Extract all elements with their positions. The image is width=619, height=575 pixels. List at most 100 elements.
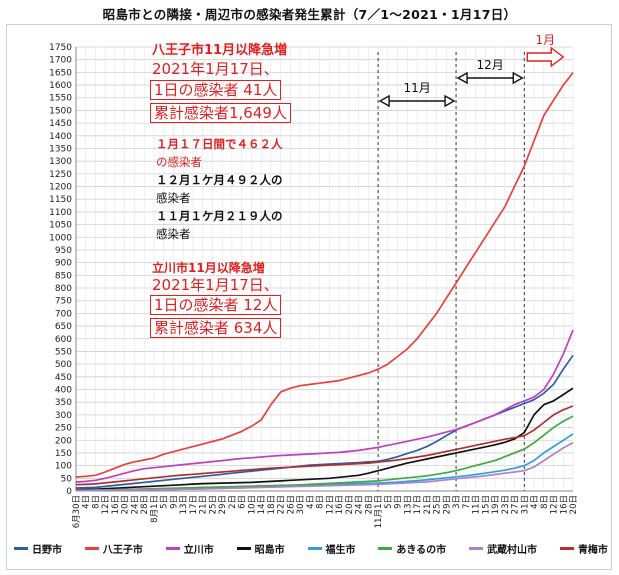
x-tick-label: 4日 [530,495,540,509]
y-tick-label: 100 [55,462,72,472]
y-tick-label: 1450 [49,119,72,129]
y-tick-label: 1650 [49,68,72,78]
x-tick-label: 21日 [423,495,433,514]
series-line-青梅市 [75,405,574,486]
y-tick-label: 900 [55,259,72,269]
y-tick-label: 1000 [49,233,72,243]
legend-label: 八王子市 [102,544,143,556]
y-tick-label: 1750 [49,43,72,53]
x-tick-label: 14日 [257,495,267,514]
tachikawa-total: 累計感染者 634人 [150,318,282,338]
y-tick-label: 1700 [49,56,72,66]
x-tick-label: 12日 [101,495,111,514]
x-tick-label: 5日 [160,495,170,509]
y-tick-label: 500 [55,360,72,370]
y-tick-label: 1600 [49,81,72,91]
x-tick-label: 10日 [247,495,257,514]
legend-swatch [236,546,251,550]
tachikawa-date-text: 2021年1月17日、 [152,276,279,294]
note-line-3: １２月１ケ月４９２人の [156,173,283,187]
monthly-note: １月１７日間で４６２人 の感染者 １２月１ケ月４９２人の 感染者 １１月１ケ月２… [156,135,283,243]
x-tick-label: 17日 [189,495,199,514]
legend-item: 福生市 [307,541,356,556]
legend-item: 日野市 [14,541,62,556]
y-tick-label: 1150 [49,195,72,205]
y-tick-label: 800 [55,284,72,294]
legend-label: あきるの市 [396,544,447,556]
x-tick-label: 2日 [228,495,238,509]
legend-label: 日野市 [32,544,62,556]
legend-swatch [307,546,322,550]
legend-label: 福生市 [325,544,356,556]
x-tick-label: 8月1日 [150,495,160,523]
chart-title: 昭島市との隣接・周辺市の感染者発生累計（7／1～2021・1月17日） [102,7,517,22]
legend-item: 八王子市 [84,541,143,556]
y-tick-label: 450 [55,373,72,383]
legend-item: 昭島市 [236,541,285,556]
x-tick-label: 25日 [208,495,218,514]
x-tick-label: 16日 [559,495,569,514]
y-tick-label: 1400 [49,132,72,142]
tachikawa-annotation: 立川市11月以降急増 [152,260,265,276]
jan-label: 1月 [535,33,555,47]
x-tick-label: 23日 [501,495,511,514]
legend-label: 青梅市 [577,544,608,556]
x-tick-label: 5日 [384,495,394,509]
legend-label: 武蔵村山市 [487,544,538,556]
hachioji-daily: 1日の感染者 41人 [150,80,282,100]
legend-swatch [378,546,393,550]
nov-arrow-head-left [378,94,390,108]
note-line-5: １１月１ケ月２１９人の [156,209,283,223]
x-tick-label: 28日 [364,495,374,514]
x-tick-label: 21日 [199,495,209,514]
x-tick-label: 15日 [481,495,491,514]
y-tick-label: 1100 [49,208,72,218]
x-tick-label: 31日 [520,495,530,514]
x-tick-label: 11日 [472,495,482,514]
x-tick-label: 20日 [121,495,131,514]
tachikawa-daily: 1日の感染者 12人 [150,295,282,315]
legend-swatch [165,546,180,550]
x-tick-label: 9日 [394,495,404,509]
legend-label: 昭島市 [254,544,285,556]
legend: 日野市 八王子市 立川市 昭島市 福生市 あきるの市 武蔵村山市 青梅市 [14,538,608,558]
y-tick-label: 200 [55,436,72,446]
y-tick-label: 300 [55,411,72,421]
x-tick-label: 16日 [335,495,345,514]
y-tick-label: 1350 [49,144,72,154]
y-tick-label: 850 [55,271,72,281]
tachikawa-total-box: 累計感染者 634人 [150,318,282,338]
legend-swatch [559,546,574,550]
tachikawa-date: 2021年1月17日、 [152,276,279,294]
hachioji-total: 累計感染者1,649人 [150,103,291,123]
x-tick-label: 3日 [452,495,462,509]
legend-item: 青梅市 [559,541,608,556]
y-tick-label: 1200 [49,183,72,193]
x-tick-label: 13日 [179,495,189,514]
dec-arrow-head-right [512,71,524,85]
x-tick-label: 29日 [218,495,228,514]
x-tick-label: 26日 [286,495,296,514]
x-tick-label: 13日 [403,495,413,514]
x-tick-label: 6月30日 [72,495,82,528]
y-tick-label: 0 [66,487,72,497]
x-tick-label: 4日 [306,495,316,509]
legend-item: 立川市 [165,541,214,556]
legend-swatch [14,546,28,550]
x-tick-label: 27日 [511,495,521,514]
y-tick-label: 1300 [49,157,72,167]
legend-item: 武蔵村山市 [469,541,537,556]
y-tick-label: 250 [55,424,72,434]
legend-swatch [84,546,99,550]
x-tick-label: 12日 [325,495,335,514]
note-line-2: の感染者 [156,155,202,169]
note-line-6: 感染者 [156,227,191,241]
x-tick-label: 30日 [296,495,306,514]
x-tick-label: 24日 [130,495,140,514]
series-line-昭島市 [75,387,574,491]
x-tick-label: 17日 [413,495,423,514]
x-tick-label: 16日 [111,495,121,514]
y-tick-label: 1500 [49,106,72,116]
chart-frame [6,24,612,570]
